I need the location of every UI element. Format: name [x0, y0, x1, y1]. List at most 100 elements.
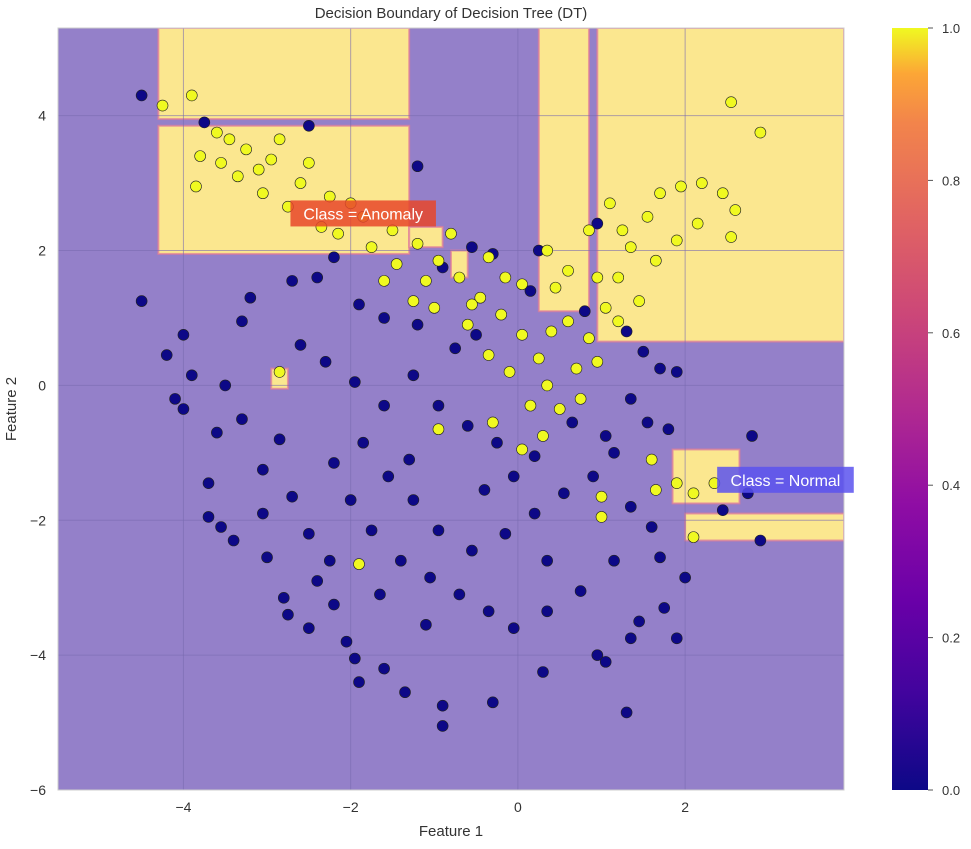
- anomaly-point-179: [407, 295, 420, 307]
- normal-point-91: [382, 470, 395, 483]
- anomaly-point-123: [294, 177, 307, 189]
- anomaly-point-191: [595, 490, 608, 503]
- normal-point-68: [645, 521, 658, 533]
- normal-point-43: [244, 291, 257, 304]
- normal-point-22: [436, 699, 449, 712]
- normal-point-59: [578, 305, 591, 318]
- anomaly-point-185: [645, 453, 658, 466]
- normal-point-11: [227, 534, 240, 547]
- anomaly-point-147: [729, 204, 742, 216]
- anomaly-point-184: [537, 430, 549, 442]
- anomaly-point-143: [654, 187, 666, 200]
- normal-point-108: [311, 575, 324, 587]
- x-tick-label: 0: [514, 799, 522, 815]
- anomaly-point-137: [570, 362, 583, 375]
- y-axis-label: Feature 2: [3, 377, 20, 441]
- y-tick-label: −2: [30, 512, 46, 528]
- anomaly-point-195: [487, 416, 499, 429]
- anomaly-point-121: [252, 163, 265, 176]
- anomaly-point-122: [273, 133, 286, 146]
- anomaly-point-146: [716, 187, 729, 200]
- anomaly-region-7: [684, 512, 844, 542]
- anomaly-point-151: [691, 217, 704, 230]
- anomaly-point-175: [265, 153, 278, 166]
- normal-point-14: [282, 608, 294, 621]
- normal-point-0: [135, 89, 148, 102]
- anomaly-point-153: [650, 254, 662, 267]
- anomaly-point-115: [156, 99, 169, 112]
- normal-point-100: [461, 420, 474, 432]
- normal-point-39: [670, 366, 683, 378]
- anomaly-point-156: [591, 355, 604, 368]
- anomaly-point-155: [612, 315, 625, 328]
- normal-point-101: [432, 399, 445, 412]
- normal-point-96: [528, 507, 541, 520]
- colorbar: 0.0 0.2 0.4 0.6 0.8 1.0: [892, 21, 960, 798]
- anomaly-point-173: [215, 157, 227, 169]
- anomaly-region-1: [157, 124, 411, 255]
- normal-point-17: [340, 635, 353, 648]
- anomaly-point-159: [549, 281, 562, 294]
- normal-point-48: [353, 298, 365, 311]
- normal-point-109: [257, 507, 269, 520]
- normal-point-29: [624, 632, 637, 645]
- normal-point-8: [202, 477, 215, 489]
- normal-point-42: [198, 116, 211, 129]
- normal-point-41: [411, 160, 424, 173]
- anomaly-point-145: [696, 177, 708, 189]
- anomaly-point-183: [524, 399, 537, 412]
- normal-point-31: [658, 602, 671, 614]
- colorbar-tick-label: 0.6: [942, 326, 960, 341]
- anomaly-region-0: [157, 28, 411, 121]
- anomaly-region-5: [596, 28, 844, 343]
- normal-point-46: [311, 271, 324, 284]
- anomaly-point-199: [616, 224, 629, 237]
- anomaly-point-163: [516, 278, 528, 291]
- anomaly-point-120: [190, 180, 202, 193]
- normal-point-95: [499, 527, 512, 540]
- x-tick-labels: −4 −2 0 2: [175, 799, 689, 815]
- normal-point-47: [328, 251, 340, 264]
- normal-point-79: [323, 554, 336, 567]
- anomaly-point-144: [675, 180, 687, 193]
- plot-frame: [57, 27, 845, 791]
- normal-point-34: [754, 534, 767, 547]
- anomaly-point-164: [482, 251, 495, 264]
- colorbar-tick-label: 0.2: [942, 631, 960, 646]
- normal-point-10: [215, 521, 227, 533]
- normal-point-83: [273, 433, 286, 446]
- annotation-1: Class = Normal: [717, 466, 854, 493]
- annotation-0: Class = Anomaly: [290, 200, 436, 227]
- normal-point-71: [574, 585, 587, 597]
- anomaly-point-138: [583, 332, 595, 344]
- normal-point-2: [177, 329, 190, 341]
- normal-point-77: [395, 554, 407, 567]
- normal-point-93: [432, 524, 445, 537]
- normal-point-63: [624, 393, 637, 405]
- normal-point-70: [608, 554, 620, 567]
- annotation-text: Class = Anomaly: [303, 206, 423, 223]
- anomaly-point-160: [541, 244, 553, 257]
- normal-point-73: [507, 622, 520, 634]
- colorbar-tick-labels: 0.0 0.2 0.4 0.6 0.8 1.0: [928, 21, 960, 798]
- y-tick-labels: −6 −4 −2 0 2 4: [30, 108, 46, 798]
- normal-point-33: [679, 571, 691, 584]
- anomaly-point-202: [428, 302, 441, 314]
- normal-point-112: [599, 430, 612, 442]
- normal-point-51: [449, 342, 461, 355]
- normal-point-114: [365, 524, 378, 537]
- normal-point-90: [357, 436, 370, 449]
- normal-point-85: [219, 379, 232, 392]
- class-annotations: Class = Anomaly Class = Normal: [290, 200, 854, 493]
- normal-point-102: [407, 369, 420, 382]
- normal-point-27: [599, 656, 612, 668]
- normal-point-1: [135, 295, 148, 307]
- normal-point-62: [654, 362, 666, 375]
- normal-point-20: [378, 662, 390, 675]
- y-tick-label: 4: [38, 108, 46, 124]
- anomaly-point-182: [503, 366, 516, 378]
- x-tick-label: 2: [681, 799, 689, 815]
- normal-point-26: [591, 649, 604, 661]
